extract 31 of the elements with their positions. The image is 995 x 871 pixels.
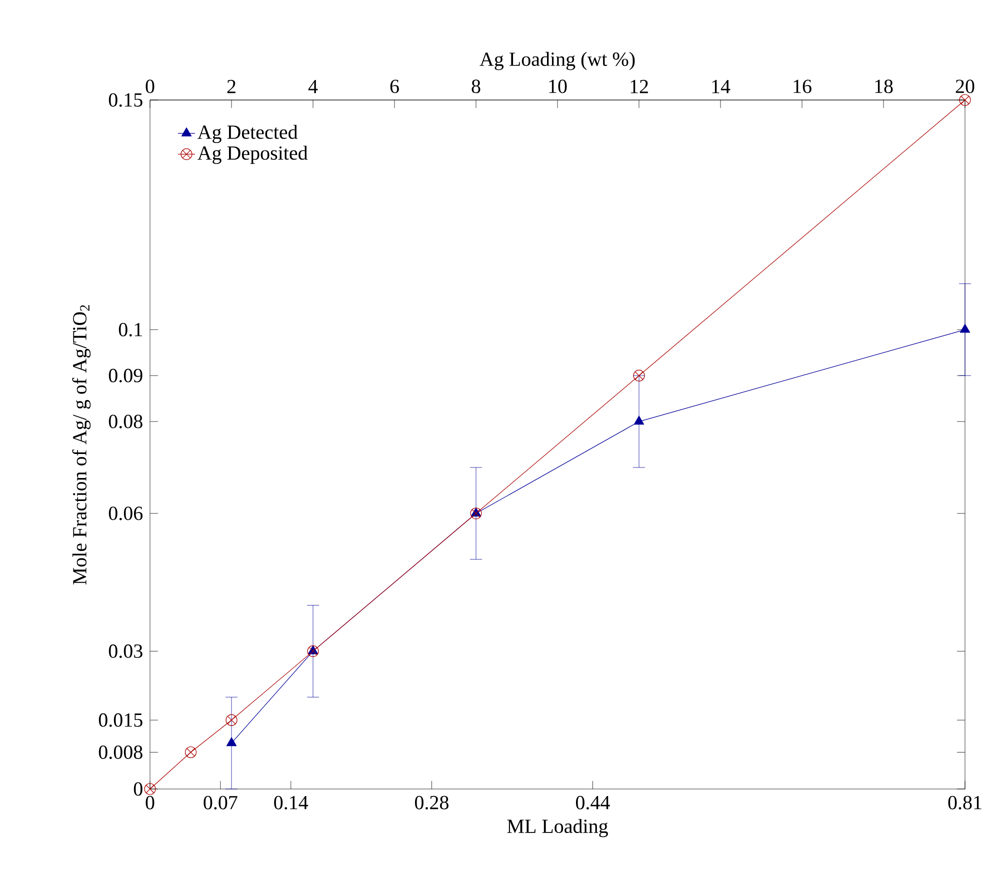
- x-tick-label: 0.14: [274, 796, 308, 810]
- x2-tick-label: 8: [472, 80, 480, 94]
- x2-tick-label: 10: [549, 80, 567, 94]
- legend-label: Ag Detected: [198, 124, 298, 144]
- y-tick-label: 0.08: [108, 414, 142, 428]
- y-tick-label: 0.15: [108, 93, 142, 107]
- x2-tick-label: 4: [308, 80, 318, 94]
- x-tick-label: 0.44: [576, 796, 610, 810]
- y-tick-label: 0.015: [98, 713, 142, 727]
- y-tick-label: 0.03: [108, 644, 142, 658]
- x-axis-title: ML Loading: [507, 818, 608, 838]
- x2-tick-label: 0: [146, 80, 154, 94]
- x-tick-label: 0.81: [948, 796, 982, 810]
- x2-tick-label: 16: [794, 80, 812, 94]
- x2-tick-label: 20: [956, 80, 974, 94]
- y-tick-label: 0.09: [108, 368, 142, 382]
- y-tick-label: 0: [134, 782, 142, 796]
- y-tick-label: 0.1: [118, 322, 142, 336]
- x2-axis-title: Ag Loading (wt %): [480, 52, 635, 70]
- x2-tick-label: 2: [227, 80, 236, 94]
- x-tick-label: 0.28: [415, 796, 448, 810]
- y-tick-label: 0.008: [98, 745, 142, 760]
- x2-tick-label: 12: [630, 80, 648, 94]
- y-tick-label: 0.06: [108, 506, 143, 520]
- x2-tick-label: 14: [712, 80, 730, 94]
- x2-tick-label: 6: [390, 80, 399, 94]
- y-axis-title: Mole Fraction of Ag/ g of Ag/TiO$_{2}$: [72, 305, 91, 585]
- x2-tick-label: 18: [875, 80, 893, 94]
- x-tick-label: 0.07: [204, 796, 238, 810]
- x-tick-label: 0: [146, 796, 154, 810]
- legend-label: Ag Deposited: [198, 146, 308, 164]
